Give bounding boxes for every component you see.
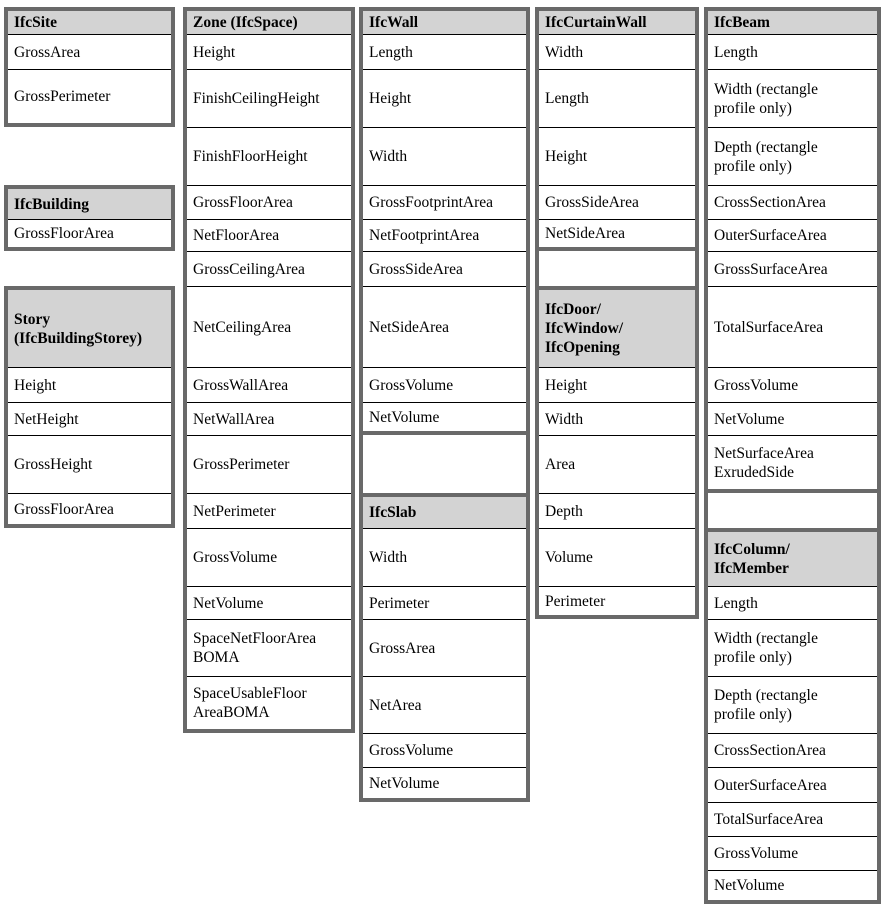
table-cell: TotalSurfaceArea bbox=[708, 802, 877, 836]
table-cell: NetVolume bbox=[708, 402, 877, 435]
table-cell: Area bbox=[539, 435, 695, 493]
table-cell: GrossWallArea bbox=[187, 367, 351, 402]
block-Story-IfcBuildingStorey: Story (IfcBuildingStorey) Height NetHeight… bbox=[4, 286, 175, 528]
table-empty-cell bbox=[535, 251, 699, 286]
table-header-cell: IfcSite bbox=[8, 11, 171, 34]
table-cell: Width (rectangle profile only) bbox=[708, 69, 877, 127]
block-Zone-IfcSpace: Zone (IfcSpace) Height FinishCeilingHeight… bbox=[183, 7, 355, 733]
table-cell: GrossVolume bbox=[708, 836, 877, 870]
table-cell: GrossHeight bbox=[8, 435, 171, 493]
table-header-cell: IfcSlab bbox=[363, 497, 526, 528]
table-cell: GrossFloorArea bbox=[8, 219, 171, 247]
table-cell: NetSurfaceArea ExrudedSide bbox=[708, 435, 877, 489]
table-cell: Length bbox=[708, 34, 877, 69]
table-cell: Height bbox=[363, 69, 526, 127]
block-IfcBeam: IfcBeam Length Width (rectangle profile on… bbox=[704, 7, 881, 493]
table-cell: Perimeter bbox=[363, 586, 526, 619]
table-cell: Depth (rectangle profile only) bbox=[708, 676, 877, 733]
block-IfcWall: IfcWall Length Height Width GrossFootprintAr… bbox=[359, 7, 530, 435]
block-IfcSite: IfcSite GrossArea GrossPerimeter bbox=[4, 7, 175, 127]
table-cell: NetHeight bbox=[8, 402, 171, 435]
table-column-curtainwall-door-window-opening: IfcCurtainWall Width Length Height GrossSide… bbox=[535, 7, 699, 619]
table-cell: NetVolume bbox=[187, 586, 351, 619]
table-cell: NetVolume bbox=[708, 870, 877, 900]
table-cell: Height bbox=[8, 367, 171, 402]
table-cell: SpaceUsableFloor AreaBOMA bbox=[187, 676, 351, 729]
table-header-cell: IfcCurtainWall bbox=[539, 11, 695, 34]
table-column-beam-column-member: IfcBeam Length Width (rectangle profile on… bbox=[704, 7, 881, 904]
table-cell: SpaceNetFloorArea BOMA bbox=[187, 619, 351, 676]
table-cell: GrossVolume bbox=[363, 367, 526, 402]
table-column-wall-slab: IfcWall Length Height Width GrossFootprintAr… bbox=[359, 7, 530, 802]
table-cell: GrossCeilingArea bbox=[187, 251, 351, 286]
table-cell: NetWallArea bbox=[187, 402, 351, 435]
table-cell: Height bbox=[539, 367, 695, 402]
table-column-site-building-story: IfcSite GrossArea GrossPerimeter IfcBuildin… bbox=[4, 7, 175, 528]
block-IfcSlab: IfcSlab Width Perimeter GrossArea NetArea Gro… bbox=[359, 493, 530, 802]
table-cell: Width bbox=[363, 528, 526, 586]
table-header-cell: IfcWall bbox=[363, 11, 526, 34]
table-cell: GrossArea bbox=[363, 619, 526, 676]
table-cell: NetArea bbox=[363, 676, 526, 733]
table-header-cell: Zone (IfcSpace) bbox=[187, 11, 351, 34]
table-cell: GrossPerimeter bbox=[8, 69, 171, 123]
table-cell: Width (rectangle profile only) bbox=[708, 619, 877, 676]
table-header-cell: IfcBuilding bbox=[8, 189, 171, 219]
table-cell: Depth (rectangle profile only) bbox=[708, 127, 877, 185]
table-gap bbox=[4, 251, 175, 286]
table-cell: GrossSideArea bbox=[539, 185, 695, 219]
block-IfcCurtainWall: IfcCurtainWall Width Length Height GrossSide… bbox=[535, 7, 699, 251]
table-cell: Volume bbox=[539, 528, 695, 586]
table-gap bbox=[4, 127, 175, 185]
table-cell: NetSideArea bbox=[539, 219, 695, 247]
table-cell: Width bbox=[539, 34, 695, 69]
table-cell: NetCeilingArea bbox=[187, 286, 351, 367]
table-cell: NetPerimeter bbox=[187, 493, 351, 528]
table-cell: CrossSectionArea bbox=[708, 185, 877, 219]
table-header-cell: IfcBeam bbox=[708, 11, 877, 34]
table-cell: GrossVolume bbox=[187, 528, 351, 586]
table-cell: GrossFloorArea bbox=[187, 185, 351, 219]
table-cell: FinishCeilingHeight bbox=[187, 69, 351, 127]
table-cell: GrossVolume bbox=[363, 733, 526, 767]
table-cell: Depth bbox=[539, 493, 695, 528]
table-cell: GrossFootprintArea bbox=[363, 185, 526, 219]
table-cell: GrossSurfaceArea bbox=[708, 251, 877, 286]
table-header-cell: IfcColumn/ IfcMember bbox=[708, 532, 877, 586]
table-cell: NetFloorArea bbox=[187, 219, 351, 251]
table-cell: Width bbox=[363, 127, 526, 185]
block-IfcColumn-IfcMember: IfcColumn/ IfcMember Length Width (rectang… bbox=[704, 528, 881, 904]
table-cell: FinishFloorHeight bbox=[187, 127, 351, 185]
table-cell: NetFootprintArea bbox=[363, 219, 526, 251]
table-cell: Length bbox=[708, 586, 877, 619]
table-column-zone-ifcspace: Zone (IfcSpace) Height FinishCeilingHeight… bbox=[183, 7, 355, 733]
table-cell: GrossPerimeter bbox=[187, 435, 351, 493]
table-cell: GrossVolume bbox=[708, 367, 877, 402]
table-empty-cell bbox=[359, 435, 530, 493]
block-IfcBuilding: IfcBuilding GrossFloorArea bbox=[4, 185, 175, 251]
table-cell: GrossSideArea bbox=[363, 251, 526, 286]
table-cell: NetVolume bbox=[363, 767, 526, 798]
table-header-cell: Story (IfcBuildingStorey) bbox=[8, 290, 171, 367]
table-cell: GrossArea bbox=[8, 34, 171, 69]
table-cell: OuterSurfaceArea bbox=[708, 219, 877, 251]
table-cell: Length bbox=[363, 34, 526, 69]
table-cell: CrossSectionArea bbox=[708, 733, 877, 767]
table-cell: Perimeter bbox=[539, 586, 695, 615]
table-cell: GrossFloorArea bbox=[8, 493, 171, 524]
table-cell: OuterSurfaceArea bbox=[708, 767, 877, 802]
table-cell: NetSideArea bbox=[363, 286, 526, 367]
table-cell: TotalSurfaceArea bbox=[708, 286, 877, 367]
block-IfcDoor-IfcWindow-IfcOpening: IfcDoor/ IfcWindow/ IfcOpening Height Widt… bbox=[535, 286, 699, 619]
table-cell: Length bbox=[539, 69, 695, 127]
table-cell: Height bbox=[187, 34, 351, 69]
table-cell: NetVolume bbox=[363, 402, 526, 431]
table-header-cell: IfcDoor/ IfcWindow/ IfcOpening bbox=[539, 290, 695, 367]
table-cell: Width bbox=[539, 402, 695, 435]
table-cell: Height bbox=[539, 127, 695, 185]
table-empty-cell bbox=[704, 493, 881, 528]
